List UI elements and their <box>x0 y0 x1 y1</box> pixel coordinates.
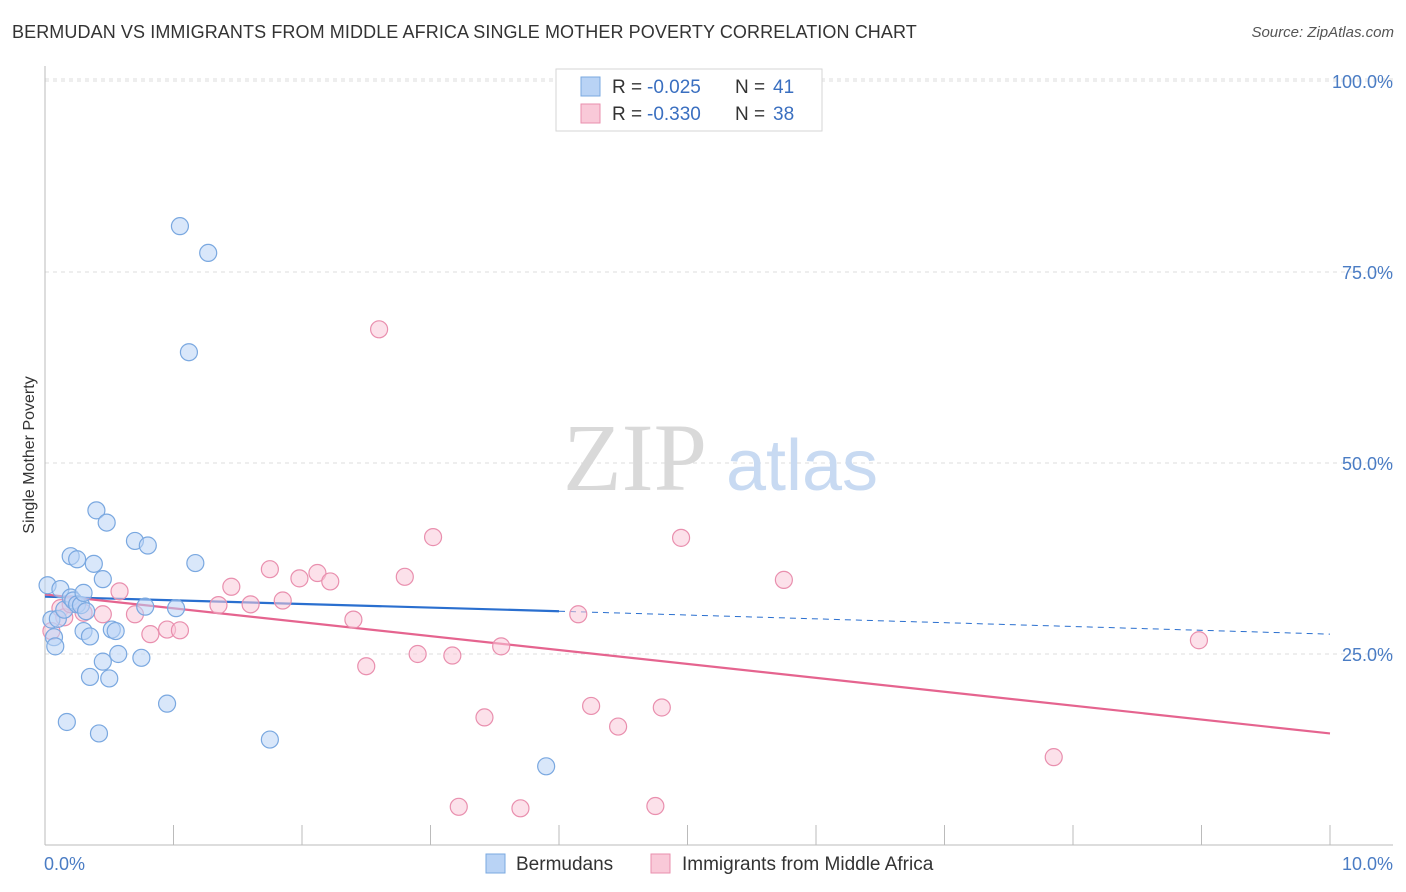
y-tick-label: 100.0% <box>1332 72 1393 92</box>
trend-line-bermudans-extrapolated <box>558 610 1331 635</box>
series-legend-swatch-bermudans <box>485 853 506 874</box>
legend-swatch-blue <box>580 76 601 97</box>
point-middle-africa <box>408 644 427 664</box>
correlation-legend: R = -0.025 N = 41 R = -0.330 N = 38 <box>555 68 823 132</box>
x-tick-label: 0.0% <box>44 854 85 874</box>
series-legend-label-middle-africa: Immigrants from Middle Africa <box>682 854 934 875</box>
point-middle-africa <box>1189 631 1209 650</box>
watermark: ZIP atlas <box>563 404 878 511</box>
point-middle-africa <box>1044 748 1063 767</box>
series-legend-swatch-middle-africa <box>650 853 671 874</box>
legend-swatch-pink <box>580 103 601 124</box>
point-bermudans <box>77 602 96 621</box>
legend-n-label-1: N = <box>735 77 765 98</box>
point-bermudans <box>106 621 125 641</box>
point-bermudans <box>100 669 119 688</box>
series-legend: Bermudans Immigrants from Middle Africa <box>485 853 934 875</box>
point-middle-africa <box>646 796 665 816</box>
point-middle-africa <box>652 698 671 717</box>
y-tick-labels: 25.0% 50.0% 75.0% 100.0% <box>1332 72 1393 665</box>
point-bermudans <box>68 550 87 569</box>
point-middle-africa <box>774 570 793 589</box>
point-bermudans <box>93 652 112 671</box>
point-bermudans <box>93 570 112 589</box>
point-middle-africa <box>241 595 260 614</box>
watermark-atlas: atlas <box>726 426 878 506</box>
legend-n-value-1: 41 <box>773 77 794 98</box>
grid-lines <box>45 78 1393 655</box>
point-middle-africa <box>357 657 376 676</box>
point-middle-africa <box>344 610 363 629</box>
legend-r-value-1: -0.025 <box>647 77 701 98</box>
point-middle-africa <box>395 567 414 586</box>
point-bermudans <box>179 343 199 362</box>
point-middle-africa <box>110 582 129 601</box>
point-middle-africa <box>93 605 112 624</box>
point-bermudans <box>89 724 109 743</box>
trend-line-middle-africa <box>44 593 1331 735</box>
y-tick-label: 75.0% <box>1342 263 1393 283</box>
point-bermudans <box>132 648 151 667</box>
point-bermudans <box>109 644 128 664</box>
point-middle-africa <box>569 605 588 624</box>
point-bermudans <box>80 667 100 687</box>
point-middle-africa <box>582 696 601 716</box>
point-bermudans <box>537 757 556 776</box>
legend-r-label-2: R = <box>612 104 642 125</box>
trend-lines <box>44 593 1331 735</box>
legend-n-label-2: N = <box>735 104 765 125</box>
point-bermudans <box>80 627 100 646</box>
point-middle-africa <box>671 528 691 547</box>
legend-r-value-2: -0.330 <box>647 104 701 125</box>
point-bermudans <box>136 597 155 616</box>
point-middle-africa <box>273 591 292 610</box>
point-bermudans <box>157 694 177 713</box>
y-tick-label: 25.0% <box>1342 645 1393 665</box>
point-middle-africa <box>321 572 340 591</box>
y-tick-label: 50.0% <box>1342 454 1393 474</box>
point-bermudans <box>166 599 186 618</box>
chart-title: BERMUDAN VS IMMIGRANTS FROM MIDDLE AFRIC… <box>12 22 917 42</box>
point-middle-africa <box>290 569 309 588</box>
series-legend-label-bermudans: Bermudans <box>516 854 613 875</box>
point-middle-africa <box>170 621 190 640</box>
legend-n-value-2: 38 <box>773 104 794 125</box>
axes <box>44 66 1393 846</box>
point-bermudans <box>199 243 218 262</box>
trend-line-bermudans <box>44 595 560 613</box>
point-middle-africa <box>209 596 228 615</box>
point-bermudans <box>57 712 76 732</box>
x-tick-label: 10.0% <box>1342 854 1393 874</box>
point-bermudans <box>138 536 157 555</box>
x-tick-labels: 0.0% 10.0% <box>44 854 1393 874</box>
point-middle-africa <box>443 646 462 665</box>
point-middle-africa <box>609 717 628 736</box>
y-axis-label: Single Mother Poverty <box>21 376 38 533</box>
point-middle-africa <box>260 560 279 579</box>
point-bermudans <box>74 583 93 602</box>
point-middle-africa <box>492 637 511 656</box>
point-middle-africa <box>141 625 160 644</box>
legend-r-label-1: R = <box>612 77 642 98</box>
point-middle-africa <box>370 320 389 339</box>
source-credit: Source: ZipAtlas.com <box>1251 24 1394 41</box>
point-middle-africa <box>423 528 443 547</box>
point-middle-africa <box>449 797 468 816</box>
point-middle-africa <box>222 577 241 596</box>
point-bermudans <box>46 637 65 656</box>
point-middle-africa <box>308 563 327 583</box>
point-bermudans <box>87 501 106 520</box>
watermark-zip: ZIP <box>563 404 707 511</box>
point-middle-africa <box>475 708 494 727</box>
point-bermudans <box>170 217 190 236</box>
point-bermudans <box>97 513 116 532</box>
point-bermudans <box>84 554 103 573</box>
point-middle-africa <box>511 799 530 818</box>
point-bermudans <box>186 553 205 573</box>
data-points <box>38 217 1209 818</box>
point-bermudans <box>260 730 279 749</box>
